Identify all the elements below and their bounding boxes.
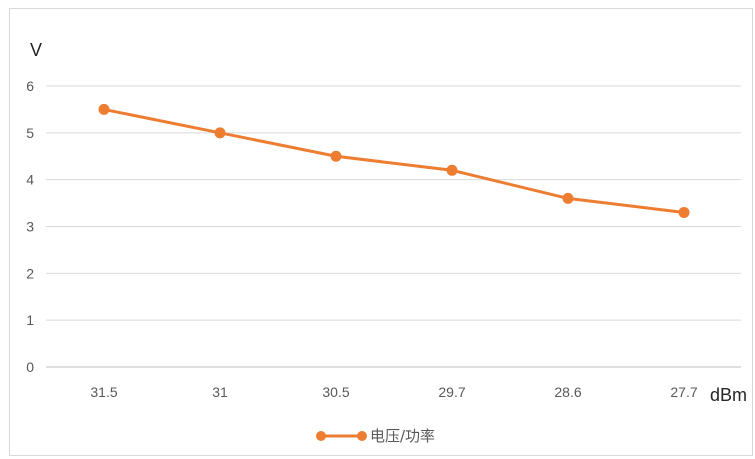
legend-marker-right <box>357 431 367 441</box>
y-tick-labels: 0 1 2 3 4 5 6 <box>26 78 34 375</box>
x-tick-label: 28.6 <box>554 384 581 400</box>
x-tick-label: 29.7 <box>438 384 465 400</box>
x-tick-labels: 31.5 31 30.5 29.7 28.6 27.7 <box>90 384 697 400</box>
y-tick-label: 3 <box>26 219 34 235</box>
legend-marker-left <box>316 431 326 441</box>
series-group <box>98 103 690 218</box>
x-tick-label: 31.5 <box>90 384 117 400</box>
y-tick-label: 4 <box>26 172 34 188</box>
y-axis-title: V <box>30 40 42 60</box>
data-point <box>562 192 574 204</box>
data-point <box>678 206 690 218</box>
x-tick-label: 31 <box>212 384 228 400</box>
x-tick-label: 30.5 <box>322 384 349 400</box>
data-point <box>214 127 226 139</box>
data-point <box>330 150 342 162</box>
y-tick-label: 0 <box>26 359 34 375</box>
data-point <box>98 103 110 115</box>
x-axis-title: dBm <box>710 385 747 405</box>
chart-frame <box>9 8 753 456</box>
y-tick-label: 5 <box>26 125 34 141</box>
series-line-0 <box>103 107 685 214</box>
x-tick-label: 27.7 <box>670 384 697 400</box>
y-tick-label: 6 <box>26 78 34 94</box>
legend-series-name: 电压/功率 <box>370 427 435 445</box>
y-tick-label: 2 <box>26 265 34 281</box>
legend: 电压/功率 <box>316 427 435 445</box>
grid-lines <box>46 85 741 368</box>
y-tick-label: 1 <box>26 312 34 328</box>
data-point <box>446 164 458 176</box>
